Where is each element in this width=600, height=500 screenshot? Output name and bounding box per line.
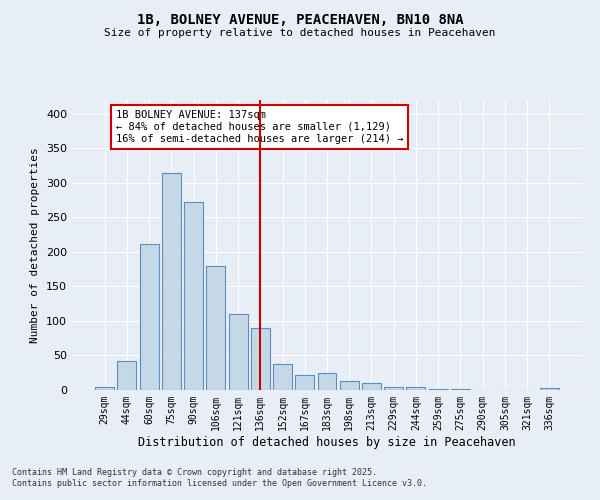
Bar: [406, 386, 425, 390]
Bar: [429, 388, 448, 390]
Bar: [540, 388, 559, 390]
Bar: [340, 381, 359, 390]
Bar: [229, 314, 248, 390]
Text: Contains HM Land Registry data © Crown copyright and database right 2025.
Contai: Contains HM Land Registry data © Crown c…: [12, 468, 427, 487]
Bar: [140, 244, 158, 390]
Bar: [295, 375, 314, 390]
Bar: [95, 386, 114, 390]
X-axis label: Distribution of detached houses by size in Peacehaven: Distribution of detached houses by size …: [138, 436, 516, 448]
Bar: [273, 364, 292, 390]
Bar: [362, 383, 381, 390]
Text: Size of property relative to detached houses in Peacehaven: Size of property relative to detached ho…: [104, 28, 496, 38]
Bar: [162, 172, 181, 390]
Bar: [251, 328, 270, 390]
Bar: [317, 374, 337, 390]
Y-axis label: Number of detached properties: Number of detached properties: [31, 147, 40, 343]
Bar: [206, 266, 225, 390]
Bar: [118, 361, 136, 390]
Text: 1B BOLNEY AVENUE: 137sqm
← 84% of detached houses are smaller (1,129)
16% of sem: 1B BOLNEY AVENUE: 137sqm ← 84% of detach…: [116, 110, 403, 144]
Text: 1B, BOLNEY AVENUE, PEACEHAVEN, BN10 8NA: 1B, BOLNEY AVENUE, PEACEHAVEN, BN10 8NA: [137, 12, 463, 26]
Bar: [184, 202, 203, 390]
Bar: [384, 386, 403, 390]
